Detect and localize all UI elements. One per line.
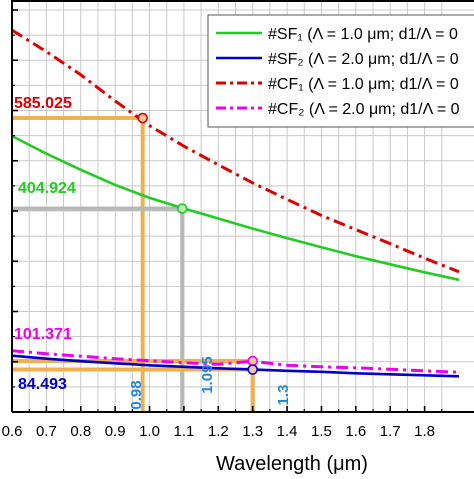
series-line-2 [12, 354, 460, 378]
x-position-label: 1.095 [199, 356, 216, 394]
x-tick-label: 1.5 [311, 423, 332, 440]
data-point-marker [247, 364, 258, 375]
x-tick-label: 0.9 [105, 423, 126, 440]
x-tick-label: 1.8 [414, 423, 435, 440]
legend-label: #CF₁ (Λ = 1.0 μm; d1/Λ = 0 [268, 76, 459, 93]
value-label: 84.493 [18, 376, 67, 393]
guide-lines [12, 116, 255, 412]
x-tick-label: 1.4 [277, 423, 298, 440]
legend-label: #SF₂ (Λ = 2.0 μm; d1/Λ = 0 [268, 51, 459, 68]
x-tick-label: 0.6 [2, 423, 23, 440]
legend: #SF₁ (Λ = 1.0 μm; d1/Λ = 0 #SF₂ (Λ = 2.0 … [207, 14, 474, 128]
x-axis-title: Wavelength (μm) [216, 453, 368, 474]
value-label: 101.371 [14, 326, 72, 343]
x-tick-label: 1.7 [380, 423, 401, 440]
value-label: 404.924 [18, 180, 76, 197]
data-point-marker [176, 203, 188, 214]
marker-points [137, 112, 258, 375]
series-line-3 [12, 28, 460, 274]
x-tick-label: 1.3 [242, 423, 263, 440]
x-position-label: 1.3 [275, 385, 292, 406]
x-tick-label: 1.6 [345, 423, 366, 440]
x-position-label: 0.98 [128, 380, 145, 409]
x-tick-label: 0.8 [70, 423, 91, 440]
series-line-1 [12, 134, 460, 282]
legend-label: #CF₂ (Λ = 2.0 μm; d1/Λ = 0 [268, 101, 460, 118]
legend-label: #SF₁ (Λ = 1.0 μm; d1/Λ = 0 [268, 26, 458, 43]
x-tick-label: 1.0 [139, 423, 160, 440]
data-point-marker [247, 355, 258, 367]
value-label: 585.025 [14, 95, 72, 112]
x-tick-label: 0.7 [36, 423, 57, 440]
series-lines [12, 28, 460, 378]
x-tick-label: 1.1 [173, 423, 194, 440]
x-tick-label: 1.2 [208, 423, 229, 440]
data-point-marker [137, 112, 148, 124]
annotation-labels: 585.025 404.924 101.371 84.493 0.98 1.095 1.3 [14, 95, 292, 410]
